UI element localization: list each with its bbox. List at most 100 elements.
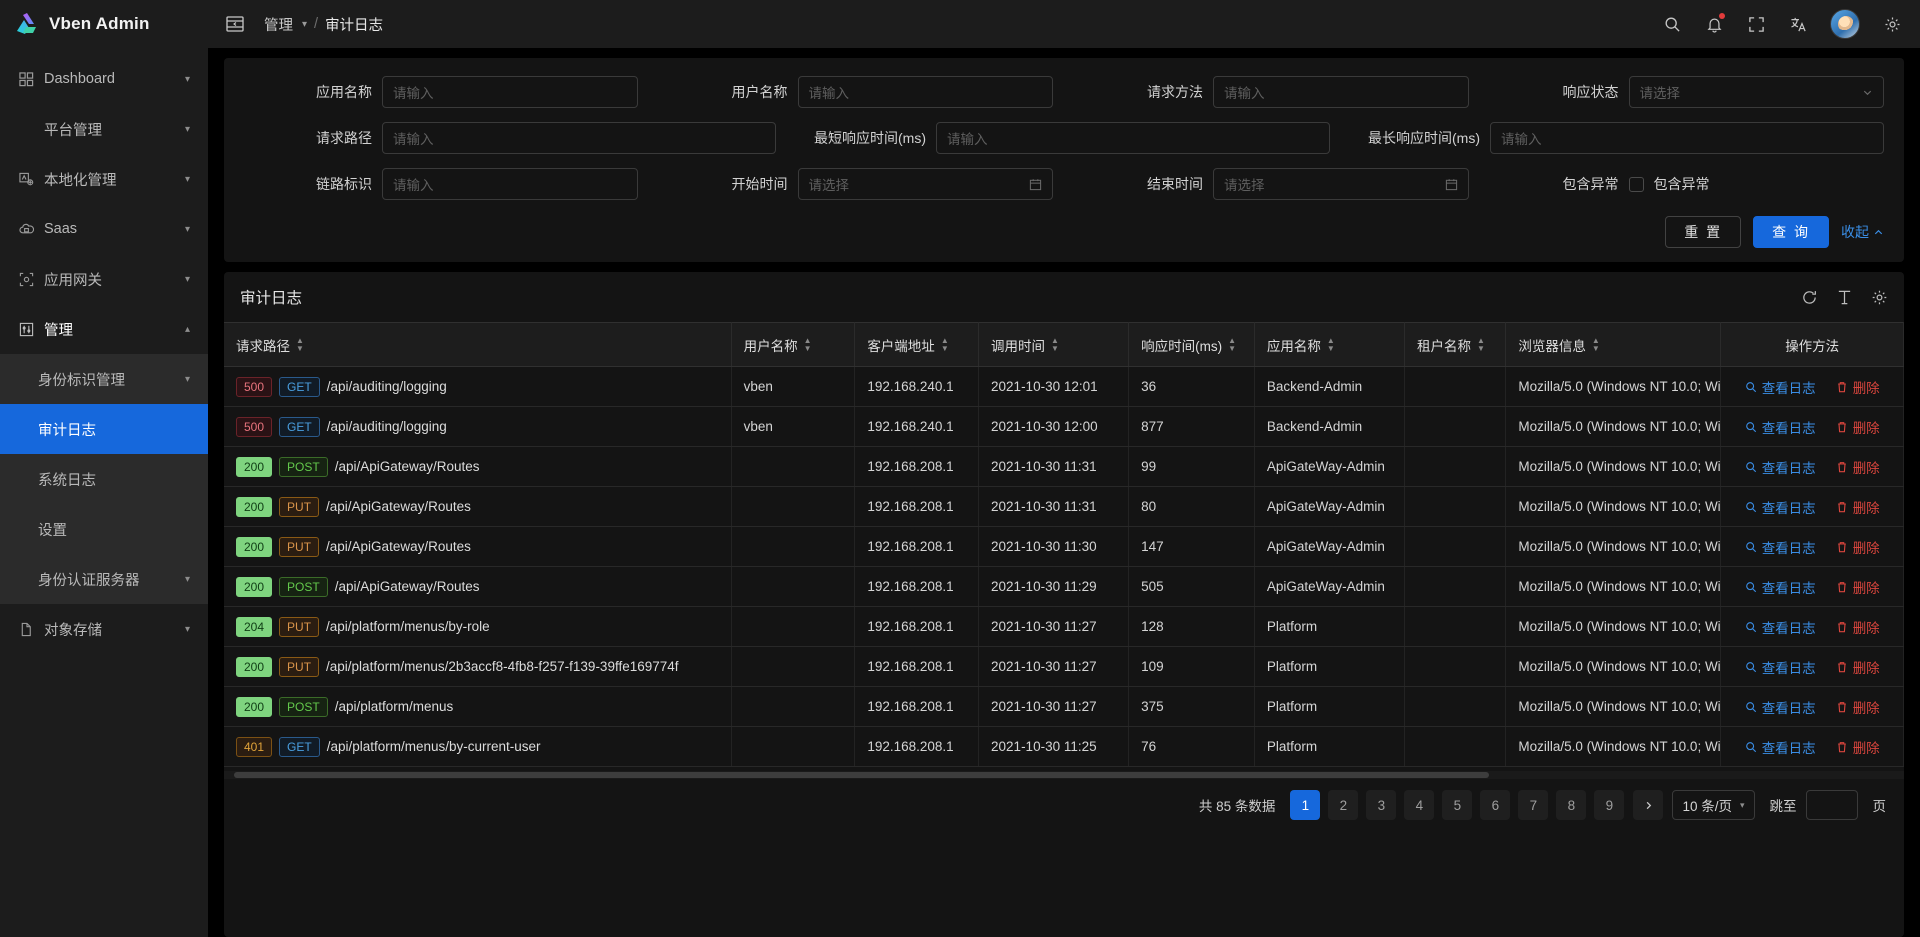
view-log-button[interactable]: 查看日志 xyxy=(1745,497,1816,517)
sidebar-item-system-log[interactable]: 系统日志 xyxy=(0,454,208,504)
pagination-next-button[interactable] xyxy=(1633,790,1664,820)
view-log-button[interactable]: 查看日志 xyxy=(1745,417,1816,437)
start-time-picker[interactable]: 请选择 xyxy=(797,168,1053,200)
sidebar-item-object-storage[interactable]: 对象存储 ▾ xyxy=(0,604,208,654)
view-log-button[interactable]: 查看日志 xyxy=(1745,577,1816,597)
view-log-button[interactable]: 查看日志 xyxy=(1745,377,1816,397)
view-log-button[interactable]: 查看日志 xyxy=(1745,737,1816,757)
refresh-icon[interactable] xyxy=(1801,289,1818,306)
delete-button[interactable]: 删除 xyxy=(1836,617,1880,637)
delete-button[interactable]: 删除 xyxy=(1836,697,1880,717)
delete-button[interactable]: 删除 xyxy=(1836,657,1880,677)
delete-button[interactable]: 删除 xyxy=(1836,417,1880,437)
bell-icon[interactable] xyxy=(1704,13,1725,34)
min-duration-input[interactable]: 请输入 xyxy=(936,122,1330,154)
pagination-page-9[interactable]: 9 xyxy=(1594,790,1625,820)
jump-page-input[interactable] xyxy=(1805,790,1858,820)
col-client-address[interactable]: 客户端地址 ▲ ▼ xyxy=(854,322,980,367)
translate-icon[interactable] xyxy=(1788,14,1808,34)
table-row[interactable]: 200 POST/api/ApiGateway/Routes 192.168.208… xyxy=(224,446,1904,487)
user-name-input[interactable]: 请输入 xyxy=(797,76,1053,108)
sort-icon[interactable]: ▲ ▼ xyxy=(1326,336,1335,353)
sidebar-item-settings[interactable]: 设置 xyxy=(0,504,208,554)
end-time-picker[interactable]: 请选择 xyxy=(1213,168,1469,200)
table-row[interactable]: 500 GET/api/auditing/logging vben 192.168.2… xyxy=(224,406,1904,447)
table-row[interactable]: 200 POST/api/ApiGateway/Routes 192.168.208… xyxy=(224,566,1904,607)
col-user-name[interactable]: 用户名称 ▲ ▼ xyxy=(731,322,856,367)
table-row[interactable]: 200 PUT/api/ApiGateway/Routes 192.168.208.… xyxy=(224,486,1904,527)
sidebar-item-saas[interactable]: Saas ▾ xyxy=(0,204,208,254)
delete-button[interactable]: 删除 xyxy=(1836,577,1880,597)
pagination-page-1[interactable]: 1 xyxy=(1290,790,1321,820)
pagination-page-7[interactable]: 7 xyxy=(1518,790,1549,820)
collapse-filters-button[interactable]: 收起 xyxy=(1841,222,1884,242)
table-row[interactable]: 204 PUT/api/platform/menus/by-role 192.168… xyxy=(224,606,1904,647)
response-status-select[interactable]: 请选择 xyxy=(1628,76,1884,108)
pagination-page-4[interactable]: 4 xyxy=(1404,790,1435,820)
sidebar-item-platform[interactable]: 平台管理 ▾ xyxy=(0,104,208,154)
fullscreen-icon[interactable] xyxy=(1746,14,1766,34)
fullscreen-toggle-icon[interactable] xyxy=(1836,289,1853,306)
col-browser-info[interactable]: 浏览器信息 ▲ ▼ xyxy=(1505,322,1722,367)
table-row[interactable]: 200 POST/api/platform/menus 192.168.208.1 2… xyxy=(224,686,1904,727)
search-icon[interactable] xyxy=(1662,14,1682,34)
view-log-button[interactable]: 查看日志 xyxy=(1745,697,1816,717)
sidebar-item-gateway[interactable]: 应用网关 ▾ xyxy=(0,254,208,304)
view-log-button[interactable]: 查看日志 xyxy=(1745,617,1816,637)
scrollbar-thumb[interactable] xyxy=(234,772,1489,778)
delete-button[interactable]: 删除 xyxy=(1836,377,1880,397)
delete-button[interactable]: 删除 xyxy=(1836,537,1880,557)
pagination-page-5[interactable]: 5 xyxy=(1442,790,1473,820)
view-log-button[interactable]: 查看日志 xyxy=(1745,657,1816,677)
brand[interactable]: Vben Admin xyxy=(0,0,208,48)
view-log-label: 查看日志 xyxy=(1761,540,1816,556)
max-duration-input[interactable]: 请输入 xyxy=(1490,122,1884,154)
include-exception-checkbox[interactable] xyxy=(1628,176,1644,192)
settings-icon[interactable] xyxy=(1882,14,1902,34)
app-name-input[interactable]: 请输入 xyxy=(382,76,638,108)
query-button[interactable]: 查 询 xyxy=(1753,216,1829,248)
sidebar-item-manage[interactable]: 管理 ▴ xyxy=(0,304,208,354)
sort-icon[interactable]: ▲ ▼ xyxy=(1051,336,1059,353)
pagination-page-8[interactable]: 8 xyxy=(1556,790,1587,820)
sort-icon[interactable]: ▲ ▼ xyxy=(940,336,949,353)
include-exception-checkbox-group: 包含异常 xyxy=(1628,174,1885,194)
col-request-path[interactable]: 请求路径 ▲ ▼ xyxy=(224,322,732,367)
delete-button[interactable]: 删除 xyxy=(1836,457,1880,477)
delete-button[interactable]: 删除 xyxy=(1836,497,1880,517)
table-row[interactable]: 500 GET/api/auditing/logging vben 192.168.2… xyxy=(224,366,1904,407)
col-call-time[interactable]: 调用时间 ▲ ▼ xyxy=(978,322,1130,367)
sidebar-item-auth-server[interactable]: 身份认证服务器 ▾ xyxy=(0,554,208,604)
view-log-button[interactable]: 查看日志 xyxy=(1745,457,1816,477)
view-log-button[interactable]: 查看日志 xyxy=(1745,537,1816,557)
col-duration[interactable]: 响应时间(ms) ▲ ▼ xyxy=(1128,322,1255,367)
table-row[interactable]: 200 PUT/api/platform/menus/2b3accf8-4fb8-… xyxy=(224,646,1904,687)
sort-icon[interactable]: ▲ ▼ xyxy=(1476,336,1485,353)
pagination-page-2[interactable]: 2 xyxy=(1328,790,1359,820)
sort-icon[interactable]: ▲ ▼ xyxy=(803,336,812,353)
sidebar-item-audit-log[interactable]: 审计日志 xyxy=(0,404,208,454)
request-method-input[interactable]: 请输入 xyxy=(1213,76,1469,108)
table-row[interactable]: 401 GET/api/platform/menus/by-current-use… xyxy=(224,726,1904,767)
table-row[interactable]: 200 PUT/api/ApiGateway/Routes 192.168.208.… xyxy=(224,526,1904,567)
column-settings-icon[interactable] xyxy=(1871,289,1888,306)
delete-button[interactable]: 删除 xyxy=(1836,737,1880,757)
sort-icon[interactable]: ▲ ▼ xyxy=(296,336,304,353)
sidebar-item-localization[interactable]: 本地化管理 ▾ xyxy=(0,154,208,204)
sort-icon[interactable]: ▲ ▼ xyxy=(1228,336,1237,353)
avatar[interactable] xyxy=(1830,9,1860,39)
horizontal-scrollbar[interactable] xyxy=(224,771,1904,779)
request-path-input[interactable]: 请输入 xyxy=(382,122,776,154)
menu-collapse-icon[interactable] xyxy=(222,11,248,37)
sidebar-item-dashboard[interactable]: Dashboard ▾ xyxy=(0,54,208,104)
pagination-page-3[interactable]: 3 xyxy=(1366,790,1397,820)
page-size-select[interactable]: 10 条/页 ▾ xyxy=(1672,790,1755,820)
sort-icon[interactable]: ▲ ▼ xyxy=(1591,336,1600,353)
pagination-page-6[interactable]: 6 xyxy=(1480,790,1511,820)
col-tenant-name[interactable]: 租户名称 ▲ ▼ xyxy=(1404,322,1507,367)
col-app-name[interactable]: 应用名称 ▲ ▼ xyxy=(1254,322,1405,367)
breadcrumb-root[interactable]: 管理 xyxy=(264,17,293,34)
sidebar-item-identity[interactable]: 身份标识管理 ▾ xyxy=(0,354,208,404)
reset-button[interactable]: 重 置 xyxy=(1665,216,1742,248)
trace-id-input[interactable]: 请输入 xyxy=(382,168,638,200)
